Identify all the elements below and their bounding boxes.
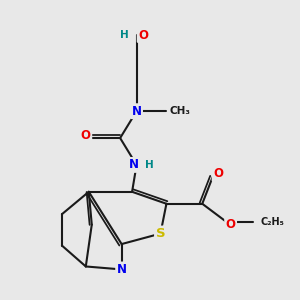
Text: S: S xyxy=(156,227,165,240)
Text: CH₃: CH₃ xyxy=(169,106,190,116)
Text: N: N xyxy=(129,158,139,171)
Text: O: O xyxy=(81,129,91,142)
Text: O: O xyxy=(213,167,223,180)
Text: O: O xyxy=(226,218,236,231)
Text: O: O xyxy=(138,28,148,41)
Text: H: H xyxy=(120,30,129,40)
Text: N: N xyxy=(117,263,127,276)
Text: C₂H₅: C₂H₅ xyxy=(260,217,284,227)
Text: N: N xyxy=(132,105,142,118)
Text: H: H xyxy=(145,160,154,170)
